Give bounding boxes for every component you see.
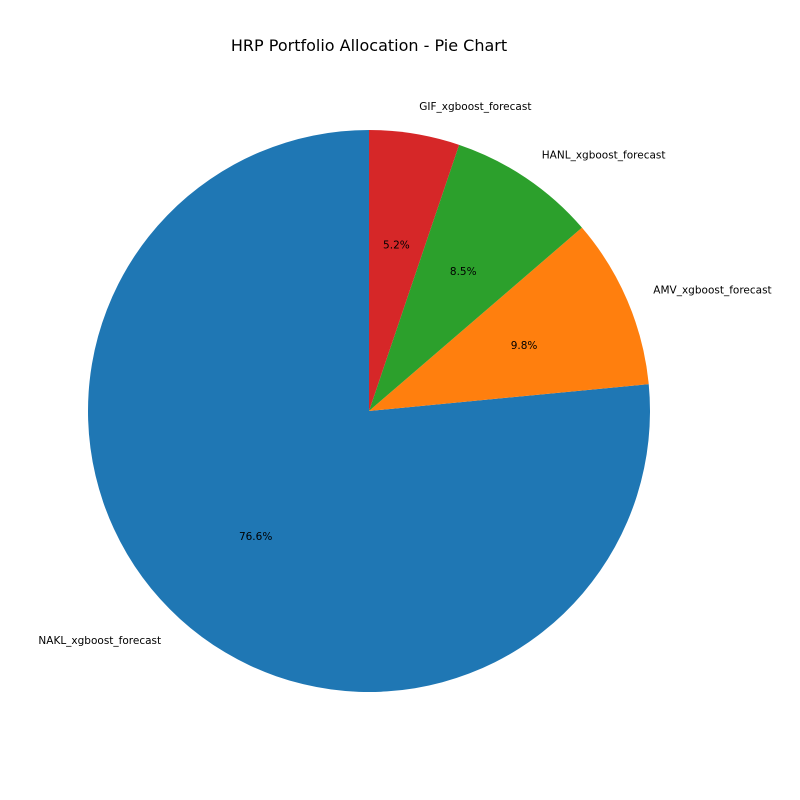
pie-slices bbox=[88, 130, 651, 693]
pct-label-gif: 5.2% bbox=[383, 240, 410, 252]
slice-label-nakl: NAKL_xgboost_forecast bbox=[38, 635, 161, 647]
pct-label-amv: 9.8% bbox=[511, 340, 538, 352]
pie-slice-gif bbox=[369, 130, 460, 411]
pie-slice-amv bbox=[369, 227, 649, 411]
chart-title: HRP Portfolio Allocation - Pie Chart bbox=[231, 36, 507, 55]
slice-label-hanl: HANL_xgboost_forecast bbox=[542, 150, 666, 162]
pie-slice-hanl bbox=[369, 144, 582, 412]
pie-slice-nakl bbox=[88, 130, 651, 693]
pct-label-nakl: 76.6% bbox=[239, 531, 272, 543]
slice-label-amv: AMV_xgboost_forecast bbox=[653, 285, 771, 297]
pie-labels: NAKL_xgboost_forecast 76.6% AMV_xgboost_fo… bbox=[38, 101, 771, 647]
slice-label-gif: GIF_xgboost_forecast bbox=[419, 101, 531, 113]
pct-label-hanl: 8.5% bbox=[450, 266, 477, 278]
